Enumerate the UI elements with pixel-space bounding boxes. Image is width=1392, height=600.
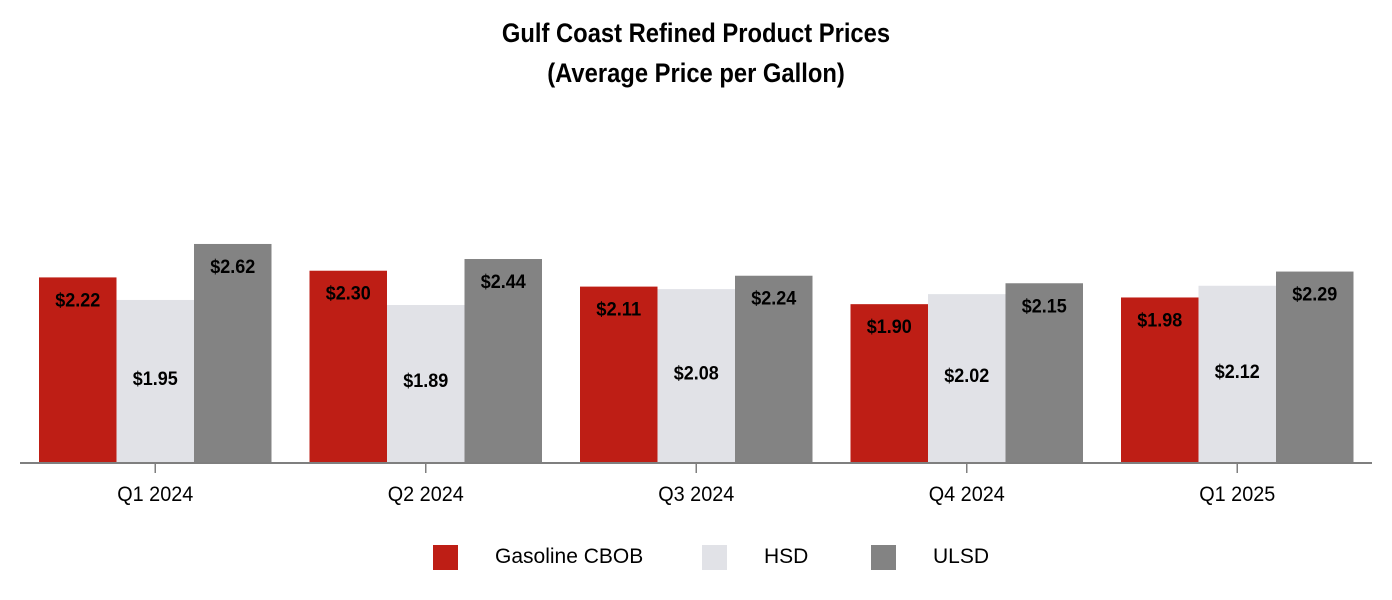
data-label-hsd-q2-2024: $1.89 bbox=[403, 371, 448, 392]
chart-legend: Gasoline CBOB HSD ULSD bbox=[0, 540, 1392, 574]
bar-gasoline-cbob-q2-2024 bbox=[309, 270, 387, 463]
x-tick-label-q1-2025: Q1 2025 bbox=[1199, 483, 1275, 506]
x-tick-label-q3-2024: Q3 2024 bbox=[658, 483, 734, 506]
legend-swatch-ulsd bbox=[871, 544, 896, 570]
bar-hsd-q3-2024 bbox=[657, 289, 735, 463]
legend-item-hsd: HSD bbox=[702, 540, 808, 574]
bar-gasoline-cbob-q3-2024 bbox=[580, 286, 658, 463]
legend-label-hsd: HSD bbox=[764, 545, 809, 568]
bar-gasoline-cbob-q1-2024 bbox=[39, 277, 117, 463]
legend-swatch-hsd bbox=[702, 544, 727, 570]
data-label-hsd-q1-2024: $1.95 bbox=[133, 369, 178, 390]
legend-swatch-gasoline-cbob bbox=[433, 544, 458, 570]
x-tick-label-q2-2024: Q2 2024 bbox=[388, 483, 464, 506]
data-label-hsd-q4-2024: $2.02 bbox=[944, 366, 989, 387]
x-tick-label-q1-2024: Q1 2024 bbox=[117, 483, 193, 506]
bar-ulsd-q1-2024 bbox=[194, 243, 272, 463]
data-label-hsd-q1-2025: $2.12 bbox=[1215, 362, 1260, 383]
data-label-ulsd-q4-2024: $2.15 bbox=[1022, 296, 1067, 317]
bar-hsd-q2-2024 bbox=[387, 304, 465, 463]
data-label-ulsd-q1-2024: $2.62 bbox=[210, 257, 255, 278]
bar-ulsd-q1-2025 bbox=[1276, 271, 1354, 463]
data-label-ulsd-q1-2025: $2.29 bbox=[1292, 285, 1337, 306]
legend-item-ulsd: ULSD bbox=[871, 540, 989, 574]
bar-hsd-q1-2024 bbox=[116, 299, 194, 463]
bar-gasoline-cbob-q1-2025 bbox=[1121, 297, 1199, 463]
data-label-gasoline-cbob-q1-2024: $2.22 bbox=[55, 290, 100, 311]
bar-gasoline-cbob-q4-2024 bbox=[850, 304, 928, 463]
bar-ulsd-q4-2024 bbox=[1005, 283, 1083, 463]
x-tick-label-q4-2024: Q4 2024 bbox=[929, 483, 1005, 506]
data-label-ulsd-q3-2024: $2.24 bbox=[751, 289, 796, 310]
legend-label-ulsd: ULSD bbox=[933, 545, 990, 568]
data-label-hsd-q3-2024: $2.08 bbox=[674, 364, 719, 385]
bar-hsd-q1-2025 bbox=[1198, 285, 1276, 463]
chart-title: Gulf Coast Refined Product Prices bbox=[501, 18, 891, 48]
data-label-gasoline-cbob-q2-2024: $2.30 bbox=[326, 284, 371, 305]
data-label-gasoline-cbob-q3-2024: $2.11 bbox=[596, 300, 641, 321]
data-label-ulsd-q2-2024: $2.44 bbox=[481, 272, 526, 293]
bar-ulsd-q2-2024 bbox=[464, 259, 542, 463]
bar-ulsd-q3-2024 bbox=[735, 275, 813, 463]
legend-label-gasoline-cbob: Gasoline CBOB bbox=[495, 545, 644, 568]
data-label-gasoline-cbob-q4-2024: $1.90 bbox=[867, 317, 912, 338]
legend-item-gasoline-cbob: Gasoline CBOB bbox=[433, 540, 643, 574]
chart-subtitle: (Average Price per Gallon) bbox=[547, 58, 845, 88]
bar-hsd-q4-2024 bbox=[928, 294, 1006, 463]
data-label-gasoline-cbob-q1-2025: $1.98 bbox=[1137, 310, 1182, 331]
